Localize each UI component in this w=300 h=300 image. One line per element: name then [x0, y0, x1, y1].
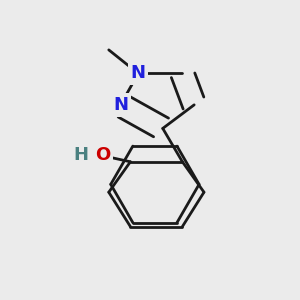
Text: H: H	[74, 146, 89, 164]
Text: O: O	[95, 146, 110, 164]
Text: N: N	[131, 64, 146, 82]
Text: N: N	[113, 96, 128, 114]
